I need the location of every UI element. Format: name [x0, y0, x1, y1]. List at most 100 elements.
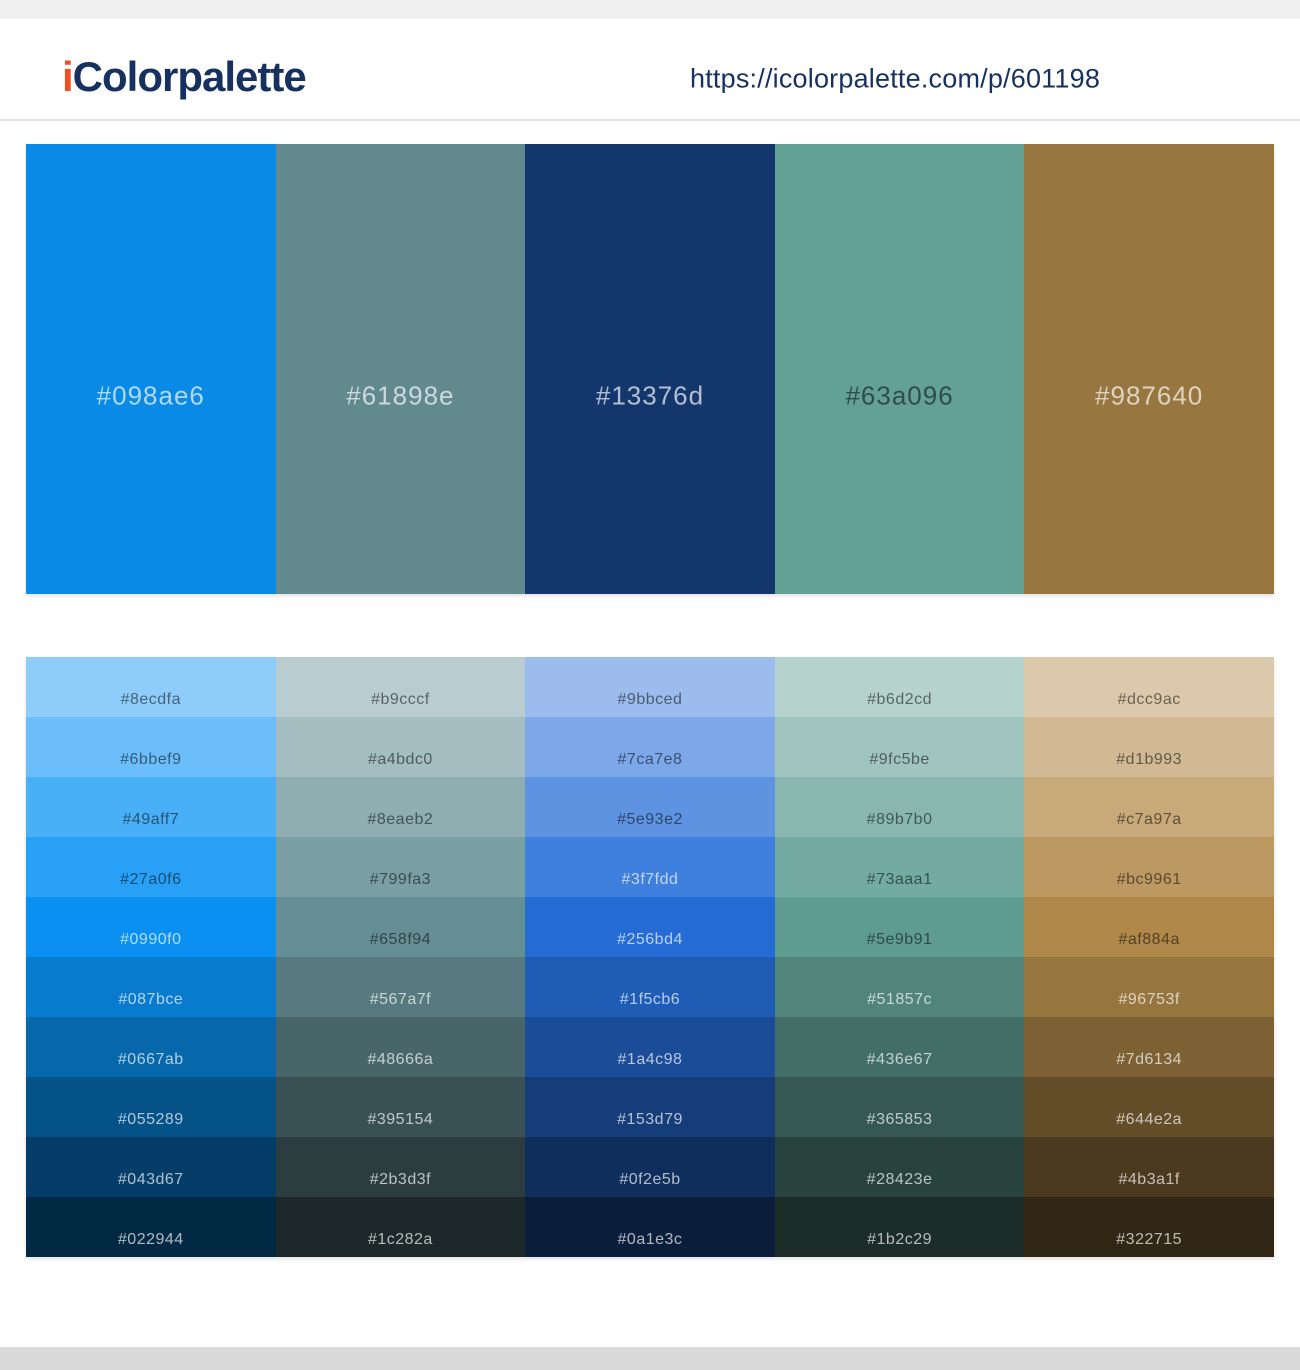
shade-swatch[interactable]: #322715: [1024, 1197, 1274, 1257]
shade-hex-label: #51857c: [867, 991, 933, 1008]
shade-swatch[interactable]: #9bbced: [525, 657, 775, 717]
brand-logo-text: Colorpalette: [72, 53, 307, 100]
header: iColorpalette https://icolorpalette.com/…: [0, 19, 1300, 121]
shade-swatch[interactable]: #51857c: [774, 957, 1025, 1017]
shade-swatch[interactable]: #043d67: [26, 1137, 276, 1197]
shade-swatch[interactable]: #7ca7e8: [525, 717, 775, 777]
shade-swatch[interactable]: #8eaeb2: [275, 777, 526, 837]
shade-swatch[interactable]: #89b7b0: [774, 777, 1025, 837]
shade-hex-label: #b9cccf: [371, 691, 430, 708]
shade-swatch[interactable]: #28423e: [774, 1137, 1025, 1197]
shade-swatch[interactable]: #1a4c98: [525, 1017, 775, 1077]
shade-swatch[interactable]: #b6d2cd: [774, 657, 1025, 717]
shade-hex-label: #4b3a1f: [1118, 1171, 1180, 1188]
shade-hex-label: #d1b993: [1116, 751, 1183, 768]
palette-color-swatch[interactable]: #13376d: [525, 144, 775, 594]
shade-swatch[interactable]: #1c282a: [275, 1197, 526, 1257]
shade-swatch[interactable]: #022944: [26, 1197, 276, 1257]
brand-logo-prefix: i: [62, 53, 74, 100]
shade-swatch[interactable]: #5e9b91: [774, 897, 1025, 957]
shade-hex-label: #087bce: [118, 991, 184, 1008]
shade-swatch[interactable]: #567a7f: [275, 957, 526, 1017]
shade-hex-label: #055289: [117, 1111, 184, 1128]
shade-hex-label: #bc9961: [1116, 871, 1182, 888]
shade-hex-label: #5e93e2: [617, 811, 683, 828]
shade-hex-label: #567a7f: [369, 991, 432, 1008]
shade-swatch[interactable]: #1b2c29: [774, 1197, 1025, 1257]
shade-row: #0667ab #48666a #1a4c98 #436e67 #7d6134: [26, 1017, 1274, 1077]
shade-hex-label: #322715: [1116, 1231, 1183, 1248]
palette-color-swatch[interactable]: #987640: [1024, 144, 1274, 594]
shade-swatch[interactable]: #5e93e2: [525, 777, 775, 837]
palette-color-swatch[interactable]: #63a096: [774, 144, 1025, 594]
shade-hex-label: #0a1e3c: [617, 1231, 683, 1248]
shade-hex-label: #1c282a: [367, 1231, 433, 1248]
shade-hex-label: #365853: [866, 1111, 933, 1128]
palette-color-hex-label: #61898e: [346, 380, 455, 411]
shade-swatch[interactable]: #af884a: [1024, 897, 1274, 957]
shade-hex-label: #a4bdc0: [367, 751, 433, 768]
palette-color-swatch[interactable]: #098ae6: [26, 144, 276, 594]
shade-swatch[interactable]: #49aff7: [26, 777, 276, 837]
palette-color-swatch[interactable]: #61898e: [275, 144, 526, 594]
shade-hex-label: #0667ab: [117, 1051, 184, 1068]
shade-swatch[interactable]: #96753f: [1024, 957, 1274, 1017]
shade-row: #0990f0 #658f94 #256bd4 #5e9b91 #af884a: [26, 897, 1274, 957]
shade-swatch[interactable]: #658f94: [275, 897, 526, 957]
brand-logo[interactable]: iColorpalette: [62, 53, 307, 101]
shade-hex-label: #c7a97a: [1116, 811, 1182, 828]
shade-swatch[interactable]: #395154: [275, 1077, 526, 1137]
shade-swatch[interactable]: #3f7fdd: [525, 837, 775, 897]
shade-hex-label: #27a0f6: [120, 871, 182, 888]
shade-hex-label: #395154: [367, 1111, 434, 1128]
shade-swatch[interactable]: #0667ab: [26, 1017, 276, 1077]
shade-hex-label: #8ecdfa: [120, 691, 182, 708]
shade-swatch[interactable]: #48666a: [275, 1017, 526, 1077]
shade-hex-label: #658f94: [369, 931, 432, 948]
shade-hex-label: #28423e: [866, 1171, 933, 1188]
shade-hex-label: #3f7fdd: [621, 871, 679, 888]
shade-swatch[interactable]: #0990f0: [26, 897, 276, 957]
shade-swatch[interactable]: #153d79: [525, 1077, 775, 1137]
shade-swatch[interactable]: #27a0f6: [26, 837, 276, 897]
shade-hex-label: #7d6134: [1116, 1051, 1183, 1068]
shade-hex-label: #022944: [117, 1231, 184, 1248]
shade-swatch[interactable]: #c7a97a: [1024, 777, 1274, 837]
shade-swatch[interactable]: #436e67: [774, 1017, 1025, 1077]
shade-grid: #8ecdfa #b9cccf #9bbced #b6d2cd #dcc9ac #6bbe…: [26, 657, 1274, 1257]
shade-swatch[interactable]: #0f2e5b: [525, 1137, 775, 1197]
shade-swatch[interactable]: #2b3d3f: [275, 1137, 526, 1197]
shade-swatch[interactable]: #a4bdc0: [275, 717, 526, 777]
palette-page-content: #098ae6 #61898e #13376d #63a096 #987640 #8ec…: [0, 144, 1300, 1257]
shade-swatch[interactable]: #644e2a: [1024, 1077, 1274, 1137]
shade-row: #49aff7 #8eaeb2 #5e93e2 #89b7b0 #c7a97a: [26, 777, 1274, 837]
shade-swatch[interactable]: #73aaa1: [774, 837, 1025, 897]
shade-swatch[interactable]: #6bbef9: [26, 717, 276, 777]
shade-hex-label: #8eaeb2: [367, 811, 434, 828]
shade-swatch[interactable]: #8ecdfa: [26, 657, 276, 717]
shade-swatch[interactable]: #365853: [774, 1077, 1025, 1137]
shade-hex-label: #9bbced: [617, 691, 683, 708]
shade-swatch[interactable]: #055289: [26, 1077, 276, 1137]
shade-hex-label: #0f2e5b: [619, 1171, 681, 1188]
shade-row: #8ecdfa #b9cccf #9bbced #b6d2cd #dcc9ac: [26, 657, 1274, 717]
shade-swatch[interactable]: #799fa3: [275, 837, 526, 897]
shade-row: #087bce #567a7f #1f5cb6 #51857c #96753f: [26, 957, 1274, 1017]
shade-swatch[interactable]: #b9cccf: [275, 657, 526, 717]
palette-color-hex-label: #13376d: [595, 380, 705, 411]
shade-swatch[interactable]: #d1b993: [1024, 717, 1274, 777]
shade-swatch[interactable]: #7d6134: [1024, 1017, 1274, 1077]
shade-swatch[interactable]: #9fc5be: [774, 717, 1025, 777]
shade-swatch[interactable]: #dcc9ac: [1024, 657, 1274, 717]
shade-swatch[interactable]: #1f5cb6: [525, 957, 775, 1017]
shade-swatch[interactable]: #bc9961: [1024, 837, 1274, 897]
shade-swatch[interactable]: #087bce: [26, 957, 276, 1017]
shade-hex-label: #799fa3: [369, 871, 432, 888]
shade-swatch[interactable]: #256bd4: [525, 897, 775, 957]
shade-swatch[interactable]: #4b3a1f: [1024, 1137, 1274, 1197]
shade-hex-label: #dcc9ac: [1117, 691, 1181, 708]
shade-hex-label: #5e9b91: [866, 931, 933, 948]
shade-swatch[interactable]: #0a1e3c: [525, 1197, 775, 1257]
shade-hex-label: #48666a: [367, 1051, 434, 1068]
shade-hex-label: #043d67: [117, 1171, 184, 1188]
